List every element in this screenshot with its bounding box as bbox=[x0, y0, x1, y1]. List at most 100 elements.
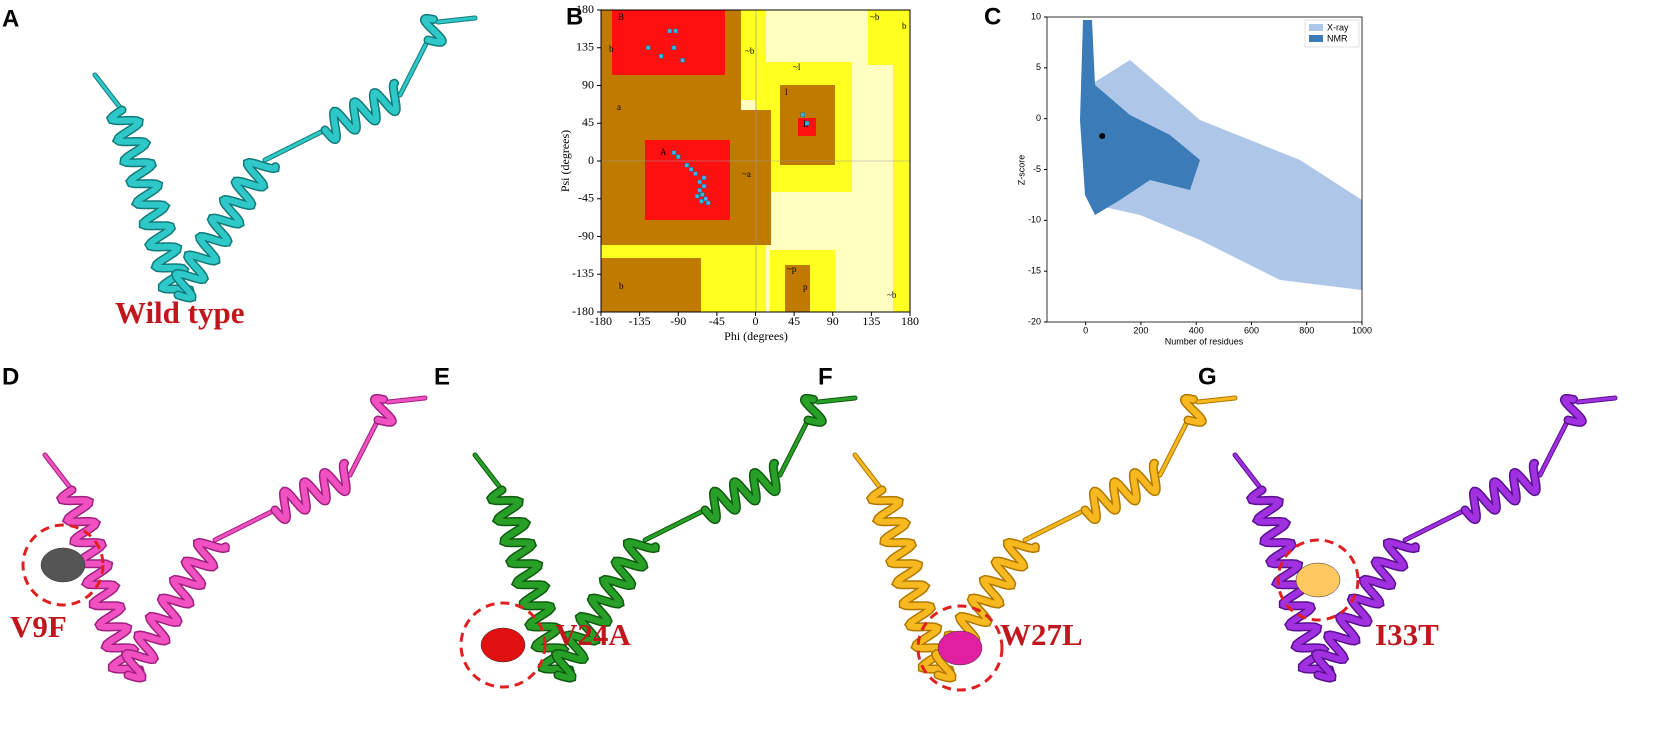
residue-point bbox=[697, 188, 702, 193]
mutation-caption: Wild type bbox=[115, 295, 244, 330]
protein-structures bbox=[21, 14, 1618, 692]
residue-point bbox=[697, 179, 702, 185]
rama-regions bbox=[600, 9, 911, 313]
y-tick-label: -20 bbox=[1028, 316, 1041, 326]
legend-swatch bbox=[1309, 24, 1323, 31]
ribbon bbox=[1082, 460, 1160, 523]
ribbon bbox=[801, 395, 826, 426]
x-tick-label: 180 bbox=[901, 314, 919, 328]
residue-point bbox=[800, 112, 805, 118]
legend-label: X-ray bbox=[1327, 22, 1349, 32]
y-tick-label: -90 bbox=[578, 228, 594, 242]
residue-point bbox=[680, 58, 685, 63]
residue-point bbox=[671, 45, 677, 50]
y-tick-label: 135 bbox=[576, 40, 594, 54]
ribbon bbox=[93, 73, 124, 112]
panel-label: G bbox=[1198, 363, 1217, 390]
y-tick-label: -45 bbox=[578, 191, 594, 205]
x-tick-label: 600 bbox=[1244, 325, 1259, 335]
y-tick-label: 5 bbox=[1036, 62, 1041, 72]
ribbon bbox=[386, 396, 427, 404]
residue-point bbox=[658, 53, 664, 59]
ribbon bbox=[172, 159, 279, 302]
ribbon bbox=[552, 539, 659, 682]
ribbon bbox=[853, 453, 884, 492]
residue-point bbox=[676, 154, 681, 160]
panel-label: F bbox=[818, 363, 833, 390]
mutation-circle bbox=[21, 523, 105, 607]
region-label: ~l bbox=[793, 62, 801, 72]
legend-label: NMR bbox=[1327, 33, 1348, 43]
ribbon bbox=[57, 487, 144, 675]
x-tick-label: 0 bbox=[753, 314, 759, 328]
residue-point bbox=[645, 45, 651, 50]
y-tick-label: 10 bbox=[1031, 11, 1041, 21]
mutation-atoms bbox=[937, 630, 983, 666]
y-tick-label: -5 bbox=[1033, 164, 1041, 174]
ribbon bbox=[213, 508, 277, 542]
ribbon bbox=[107, 107, 194, 295]
region-label: l bbox=[785, 87, 788, 97]
residue-point bbox=[699, 199, 704, 204]
residue-point bbox=[700, 192, 705, 197]
ribbon bbox=[1576, 396, 1617, 404]
y-tick-label: -15 bbox=[1028, 266, 1041, 276]
panel-label: C bbox=[984, 3, 1001, 30]
region-label: p bbox=[803, 282, 808, 292]
residue-point bbox=[693, 171, 698, 176]
zscore-clouds bbox=[1046, 16, 1363, 323]
x-tick-label: 800 bbox=[1299, 325, 1314, 335]
y-axis-label: Psi (degrees) bbox=[558, 130, 572, 192]
mutation-circle bbox=[459, 601, 547, 689]
region-label: b bbox=[902, 21, 907, 31]
x-tick-label: -180 bbox=[590, 314, 612, 328]
region-label: a bbox=[617, 102, 621, 112]
ribbon bbox=[1158, 418, 1190, 477]
ribbon bbox=[371, 395, 396, 426]
region-label: A bbox=[660, 147, 667, 157]
ribbon bbox=[702, 460, 780, 523]
x-axis-label: Phi (degrees) bbox=[724, 329, 788, 343]
x-tick-label: 45 bbox=[788, 314, 800, 328]
y-tick-label: 90 bbox=[582, 77, 594, 91]
y-tick-label: 45 bbox=[582, 115, 594, 129]
mutation-caption: V24A bbox=[555, 617, 631, 652]
ribbon bbox=[487, 487, 574, 675]
residue-point bbox=[671, 150, 677, 155]
region-label: ~b bbox=[870, 12, 880, 22]
y-tick-label: -180 bbox=[572, 304, 594, 318]
ribbon bbox=[43, 453, 74, 492]
panel-label: D bbox=[2, 363, 19, 390]
y-tick-label: 180 bbox=[576, 2, 594, 16]
ribbon bbox=[322, 80, 400, 143]
residue-point bbox=[684, 162, 690, 168]
x-tick-label: 90 bbox=[827, 314, 839, 328]
ribbon bbox=[1247, 487, 1334, 675]
ribbon bbox=[778, 418, 810, 477]
ribbon bbox=[1538, 418, 1570, 477]
ribbon bbox=[1233, 453, 1264, 492]
y-tick-label: -10 bbox=[1028, 215, 1041, 225]
x-tick-label: 0 bbox=[1083, 325, 1088, 335]
ribbon bbox=[1023, 508, 1087, 542]
region-label: ~b bbox=[887, 290, 897, 300]
ribbon bbox=[398, 38, 430, 97]
residue-point bbox=[667, 28, 672, 34]
region-label: ~b bbox=[745, 46, 755, 56]
mutation-caption: W27L bbox=[1000, 617, 1083, 652]
ribbon bbox=[263, 128, 327, 162]
region-label: ~a bbox=[742, 169, 751, 179]
ribbon bbox=[272, 460, 350, 523]
x-tick-label: -90 bbox=[670, 314, 686, 328]
ribbon bbox=[1403, 508, 1467, 542]
panel-label: A bbox=[2, 5, 19, 32]
mutation-atoms bbox=[1295, 562, 1341, 598]
y-tick-label: 0 bbox=[588, 153, 594, 167]
ribbon bbox=[1561, 395, 1586, 426]
y-tick-label: 0 bbox=[1036, 113, 1041, 123]
ribbon bbox=[348, 418, 380, 477]
ribbon bbox=[1196, 396, 1237, 404]
x-tick-label: 400 bbox=[1189, 325, 1204, 335]
residue-point bbox=[673, 28, 678, 34]
